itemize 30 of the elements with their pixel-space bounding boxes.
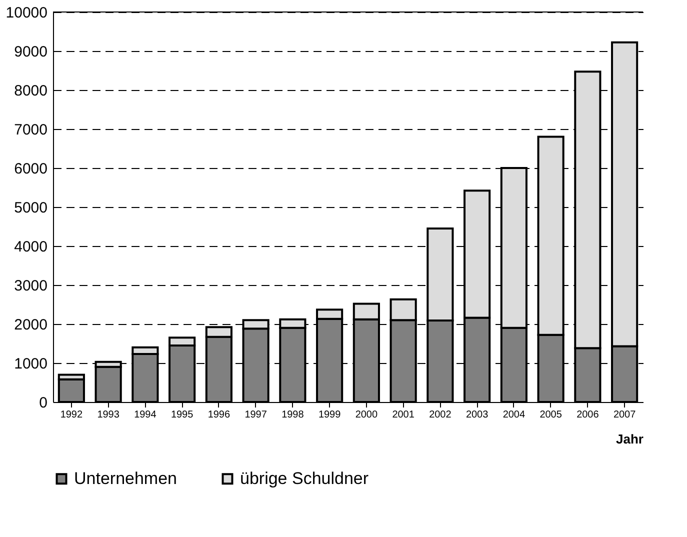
x-tick-label: 2005: [540, 410, 562, 420]
x-tick-label: 2003: [466, 410, 489, 420]
x-tick-label: 2007: [613, 410, 636, 420]
legend-label: übrige Schuldner: [240, 468, 369, 488]
y-tick-label: 3000: [14, 278, 48, 294]
y-tick-label: 8000: [14, 82, 48, 100]
x-tick-label: 1997: [244, 410, 268, 420]
y-tick-label: 1000: [14, 356, 48, 372]
y-tick-label: 5000: [14, 200, 48, 216]
y-tick-label: 9000: [14, 44, 48, 60]
x-tick-label: 2004: [502, 410, 526, 420]
x-tick-label: 1992: [60, 410, 83, 420]
y-tick-label: 2000: [14, 316, 48, 334]
legend-label: Unternehmen: [74, 468, 178, 488]
x-tick-label: 2000: [355, 410, 378, 420]
x-axis-title: Jahr: [616, 432, 644, 446]
x-tick-label: 2006: [576, 410, 600, 420]
y-tick-label: 7000: [14, 122, 48, 138]
y-tick-label: 4000: [14, 238, 48, 256]
x-tick-label: 1995: [170, 410, 194, 420]
x-tick-label: 1996: [208, 410, 230, 420]
y-tick-label: 6000: [14, 160, 48, 178]
x-tick-label: 1998: [282, 410, 304, 420]
y-tick-label: 0: [39, 394, 48, 412]
x-tick-label: 2002: [429, 410, 452, 420]
y-tick-label: 10000: [6, 4, 48, 22]
x-tick-label: 1994: [134, 410, 157, 420]
x-tick-label: 1993: [97, 410, 120, 420]
x-tick-label: 1999: [318, 410, 342, 420]
x-tick-label: 2001: [392, 410, 415, 420]
